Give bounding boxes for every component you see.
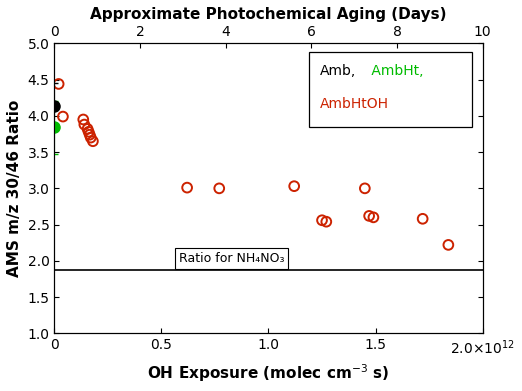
Point (59, 113, 67, 120)
Point (361, 185, 369, 192)
Point (290, 183, 299, 189)
Point (89, 138, 97, 144)
Point (365, 213, 373, 219)
Text: AmbHt,: AmbHt, (367, 64, 423, 78)
Point (84, 126, 92, 132)
Point (79, 117, 88, 123)
Point (87, 135, 95, 141)
Point (86, 132, 94, 138)
X-axis label: Approximate Photochemical Aging (Days): Approximate Photochemical Aging (Days) (90, 7, 447, 22)
Text: AmbHtOH: AmbHtOH (320, 97, 389, 111)
FancyBboxPatch shape (309, 52, 472, 127)
Point (183, 185, 191, 191)
Point (85, 129, 93, 135)
Text: Ratio for NH₄NO₃: Ratio for NH₄NO₃ (179, 252, 284, 265)
Point (215, 185, 223, 192)
Point (80, 122, 89, 128)
Point (419, 216, 427, 222)
X-axis label: OH Exposure (molec cm$^{-3}$ s): OH Exposure (molec cm$^{-3}$ s) (147, 362, 389, 384)
Point (322, 219, 330, 225)
Y-axis label: AMS m/z 30/46 Ratio: AMS m/z 30/46 Ratio (7, 100, 22, 277)
Point (369, 214, 377, 221)
Point (54, 81, 63, 87)
Point (318, 217, 326, 223)
Text: Amb,: Amb, (320, 64, 356, 78)
Point (444, 242, 453, 248)
